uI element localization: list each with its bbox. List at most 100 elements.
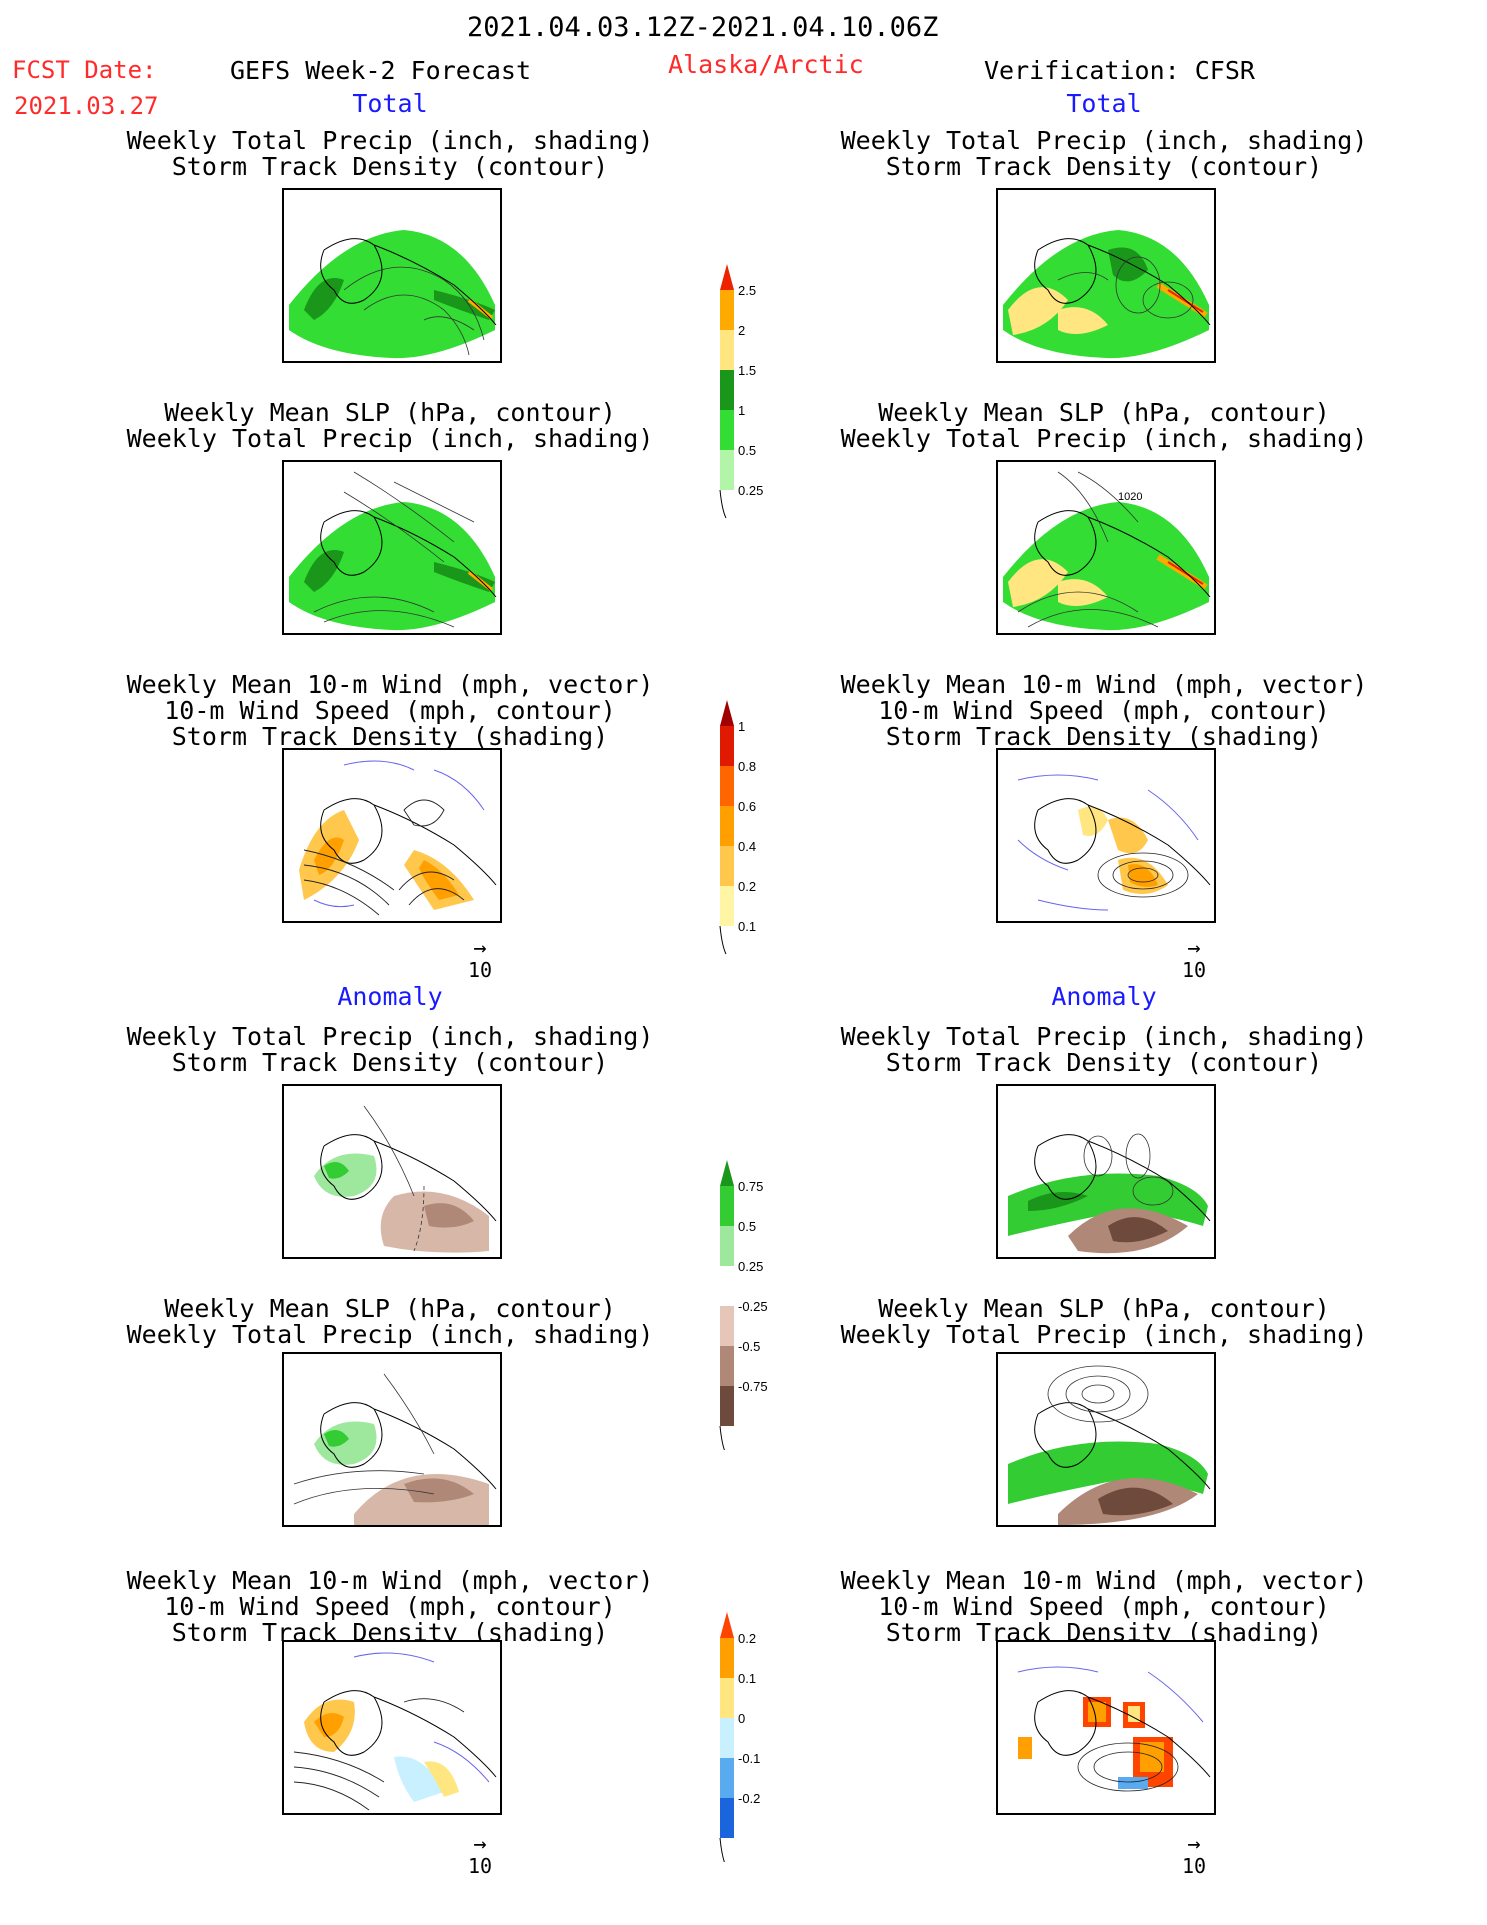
title-precip-track-line1: Weekly Total Precip (inch, shading) <box>126 1022 654 1051</box>
colorbar-tick-label: 0.4 <box>738 839 756 854</box>
colorbar-tick-label: 0.25 <box>738 1259 763 1274</box>
colorbar-segment <box>720 1718 734 1758</box>
title-wind-line2: 10-m Wind Speed (mph, contour) <box>878 696 1330 725</box>
colorbar-segment <box>720 450 734 490</box>
colorbar-tick-label: 1.5 <box>738 363 756 378</box>
colorbar-tick-label: 0.2 <box>738 879 756 894</box>
colorbar-tick-label: -0.75 <box>738 1379 768 1394</box>
model-title: GEFS Week-2 Forecast <box>230 56 532 85</box>
colorbar-tick-label: 1 <box>738 719 745 734</box>
colorbar-tick-label: 0.1 <box>738 919 756 934</box>
colorbar-precip-total: 2.5 2 1.5 1 0.5 0.25 <box>719 264 763 519</box>
colorbar-tail <box>719 925 727 955</box>
map-total-precip-track-verification <box>996 188 1216 363</box>
title-precip-track-line1: Weekly Total Precip (inch, shading) <box>126 126 654 155</box>
colorbar-precip-anomaly: 0.75 0.5 0.25 -0.25 -0.5 -0.75 <box>719 1160 768 1450</box>
map-total-wind-track-verification <box>996 748 1216 923</box>
colorbar-segment <box>720 330 734 370</box>
title-slp-precip-line2: Weekly Total Precip (inch, shading) <box>840 1320 1368 1349</box>
title-wind-line2: 10-m Wind Speed (mph, contour) <box>164 696 616 725</box>
fcst-date-label: FCST Date: <box>12 56 157 84</box>
title-slp-precip-line2: Weekly Total Precip (inch, shading) <box>840 424 1368 453</box>
colorbar-tick-label: 2 <box>738 323 745 338</box>
title-wind-line2: 10-m Wind Speed (mph, contour) <box>878 1592 1330 1621</box>
map-anomaly-precip-track-forecast <box>282 1084 502 1259</box>
map-anomaly-slp-precip-verification <box>996 1352 1216 1527</box>
colorbar-top-triangle <box>720 1160 734 1186</box>
colorbar-tick-label: 0.6 <box>738 799 756 814</box>
vector-reference-label: 10 <box>1181 1854 1207 1878</box>
vector-reference-label: 10 <box>467 958 493 982</box>
colorbar-tick-label: 0.75 <box>738 1179 763 1194</box>
fcst-date-value: 2021.03.27 <box>14 92 159 120</box>
title-slp-precip-line2: Weekly Total Precip (inch, shading) <box>126 424 654 453</box>
map-anomaly-slp-precip-forecast <box>282 1352 502 1527</box>
colorbar-tick-label: 0.1 <box>738 1671 756 1686</box>
title-precip-track-line1: Weekly Total Precip (inch, shading) <box>840 126 1368 155</box>
arrow-right-icon: → <box>1187 936 1201 961</box>
title-slp-precip-line1: Weekly Mean SLP (hPa, contour) <box>164 1294 616 1323</box>
vector-reference: → 10 <box>1164 936 1224 983</box>
title-precip-track-line2: Storm Track Density (contour) <box>885 1048 1323 1077</box>
colorbar-segment <box>720 1226 734 1266</box>
colorbar-storm-track-anomaly: 0.2 0.1 0 -0.1 -0.2 <box>719 1612 760 1862</box>
vector-reference: → 10 <box>450 936 510 983</box>
map-total-precip-track-forecast <box>282 188 502 363</box>
colorbar-tail <box>719 1837 725 1862</box>
colorbar-segment <box>720 1758 734 1798</box>
section-anomaly-right: Anomaly <box>1051 982 1157 1011</box>
colorbar-tick-label: 0 <box>738 1711 745 1726</box>
map-total-wind-track-forecast <box>282 748 502 923</box>
colorbar-top-triangle <box>720 700 734 726</box>
title-wind-line1: Weekly Mean 10-m Wind (mph, vector) <box>840 1566 1368 1595</box>
title-wind-line3: Storm Track Density (shading) <box>171 722 609 751</box>
colorbar-tail <box>719 489 727 519</box>
colorbar-tick-label: -0.25 <box>738 1299 768 1314</box>
colorbar-storm-track-total: 1 0.8 0.6 0.4 0.2 0.1 <box>719 700 756 955</box>
map-anomaly-wind-track-verification <box>996 1640 1216 1815</box>
colorbar-segment <box>720 1266 734 1306</box>
colorbar-segment <box>720 1798 734 1838</box>
colorbar-segment <box>720 726 734 766</box>
colorbar-tick-label: 0.25 <box>738 483 763 498</box>
colorbar-segment <box>720 1306 734 1346</box>
vector-reference: → 10 <box>450 1832 510 1879</box>
region-title: Alaska/Arctic <box>668 50 864 79</box>
map-total-slp-precip-forecast <box>282 460 502 635</box>
colorbar-segment <box>720 1186 734 1226</box>
title-precip-track-line2: Storm Track Density (contour) <box>885 152 1323 181</box>
colorbar-tick-label: 0.5 <box>738 443 756 458</box>
colorbar-tick-label: -0.1 <box>738 1751 760 1766</box>
map-anomaly-wind-track-forecast <box>282 1640 502 1815</box>
section-anomaly-left: Anomaly <box>337 982 443 1011</box>
colorbar-segment <box>720 410 734 450</box>
colorbar-tick-label: 0.5 <box>738 1219 756 1234</box>
title-slp-precip-line2: Weekly Total Precip (inch, shading) <box>126 1320 654 1349</box>
colorbar-segment <box>720 1386 734 1426</box>
colorbar-tick-label: 1 <box>738 403 745 418</box>
verification-title: Verification: CFSR <box>984 56 1255 85</box>
colorbar-segment <box>720 1638 734 1678</box>
colorbar-tick-label: -0.2 <box>738 1791 760 1806</box>
colorbar-segment <box>720 806 734 846</box>
title-slp-precip-line1: Weekly Mean SLP (hPa, contour) <box>878 1294 1330 1323</box>
title-precip-track-line2: Storm Track Density (contour) <box>171 152 609 181</box>
date-range-title: 2021.04.03.12Z-2021.04.10.06Z <box>467 12 939 43</box>
colorbar-tick-label: 0.8 <box>738 759 756 774</box>
colorbar-segment <box>720 846 734 886</box>
title-wind-line1: Weekly Mean 10-m Wind (mph, vector) <box>840 670 1368 699</box>
colorbar-top-triangle <box>720 1612 734 1638</box>
vector-reference-label: 10 <box>1181 958 1207 982</box>
title-precip-track-line2: Storm Track Density (contour) <box>171 1048 609 1077</box>
colorbar-tick-label: 2.5 <box>738 283 756 298</box>
colorbar-segment <box>720 886 734 926</box>
vector-reference-label: 10 <box>467 1854 493 1878</box>
arrow-right-icon: → <box>473 1832 487 1857</box>
section-total-right: Total <box>1066 89 1142 118</box>
colorbar-tick-label: -0.5 <box>738 1339 760 1354</box>
title-precip-track-line1: Weekly Total Precip (inch, shading) <box>840 1022 1368 1051</box>
colorbar-segment <box>720 766 734 806</box>
title-slp-precip-line1: Weekly Mean SLP (hPa, contour) <box>164 398 616 427</box>
arrow-right-icon: → <box>473 936 487 961</box>
title-wind-line3: Storm Track Density (shading) <box>885 722 1323 751</box>
